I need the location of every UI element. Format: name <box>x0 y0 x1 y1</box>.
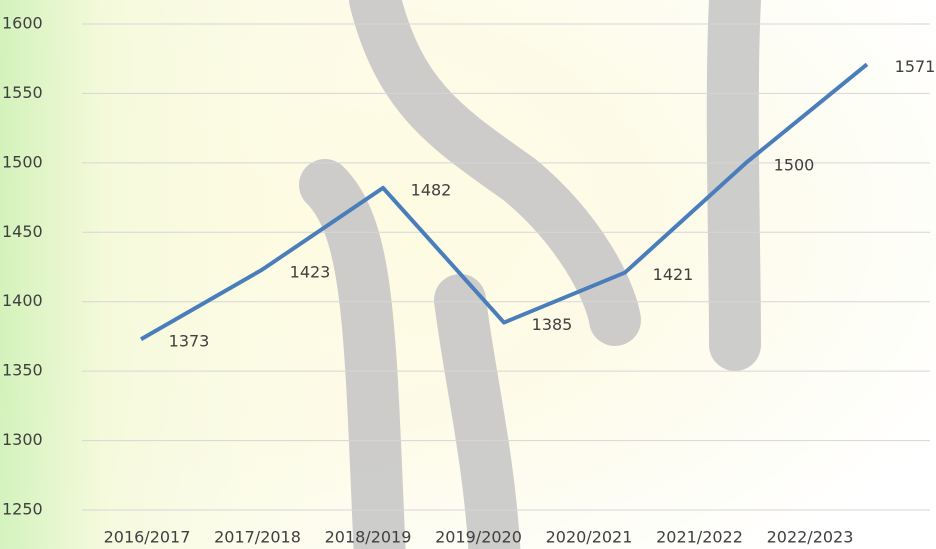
x-tick-label: 2021/2022 <box>656 528 743 547</box>
y-tick-label: 1600 <box>2 14 43 33</box>
y-tick-label: 1350 <box>2 361 43 380</box>
x-tick-label: 2022/2023 <box>767 528 854 547</box>
chart: 1250 1300 1350 1400 1450 1500 1550 1600 2016/201… <box>0 0 936 549</box>
x-tick-label: 2018/2019 <box>325 528 412 547</box>
y-tick-label: 1250 <box>2 500 43 519</box>
data-label: 1421 <box>653 265 694 284</box>
data-label: 1571 <box>895 57 936 76</box>
data-label: 1385 <box>532 315 573 334</box>
y-tick-label: 1400 <box>2 291 43 310</box>
y-tick-label: 1300 <box>2 430 43 449</box>
data-label: 1482 <box>411 180 452 199</box>
y-tick-label: 1450 <box>2 222 43 241</box>
y-tick-label: 1500 <box>2 152 43 171</box>
x-tick-label: 2019/2020 <box>435 528 522 547</box>
x-tick-label: 2020/2021 <box>546 528 633 547</box>
y-tick-label: 1550 <box>2 83 43 102</box>
x-tick-label: 2017/2018 <box>214 528 301 547</box>
data-label: 1423 <box>290 262 331 281</box>
data-label: 1500 <box>774 155 815 174</box>
data-label: 1373 <box>169 332 210 351</box>
x-tick-label: 2016/2017 <box>104 528 191 547</box>
